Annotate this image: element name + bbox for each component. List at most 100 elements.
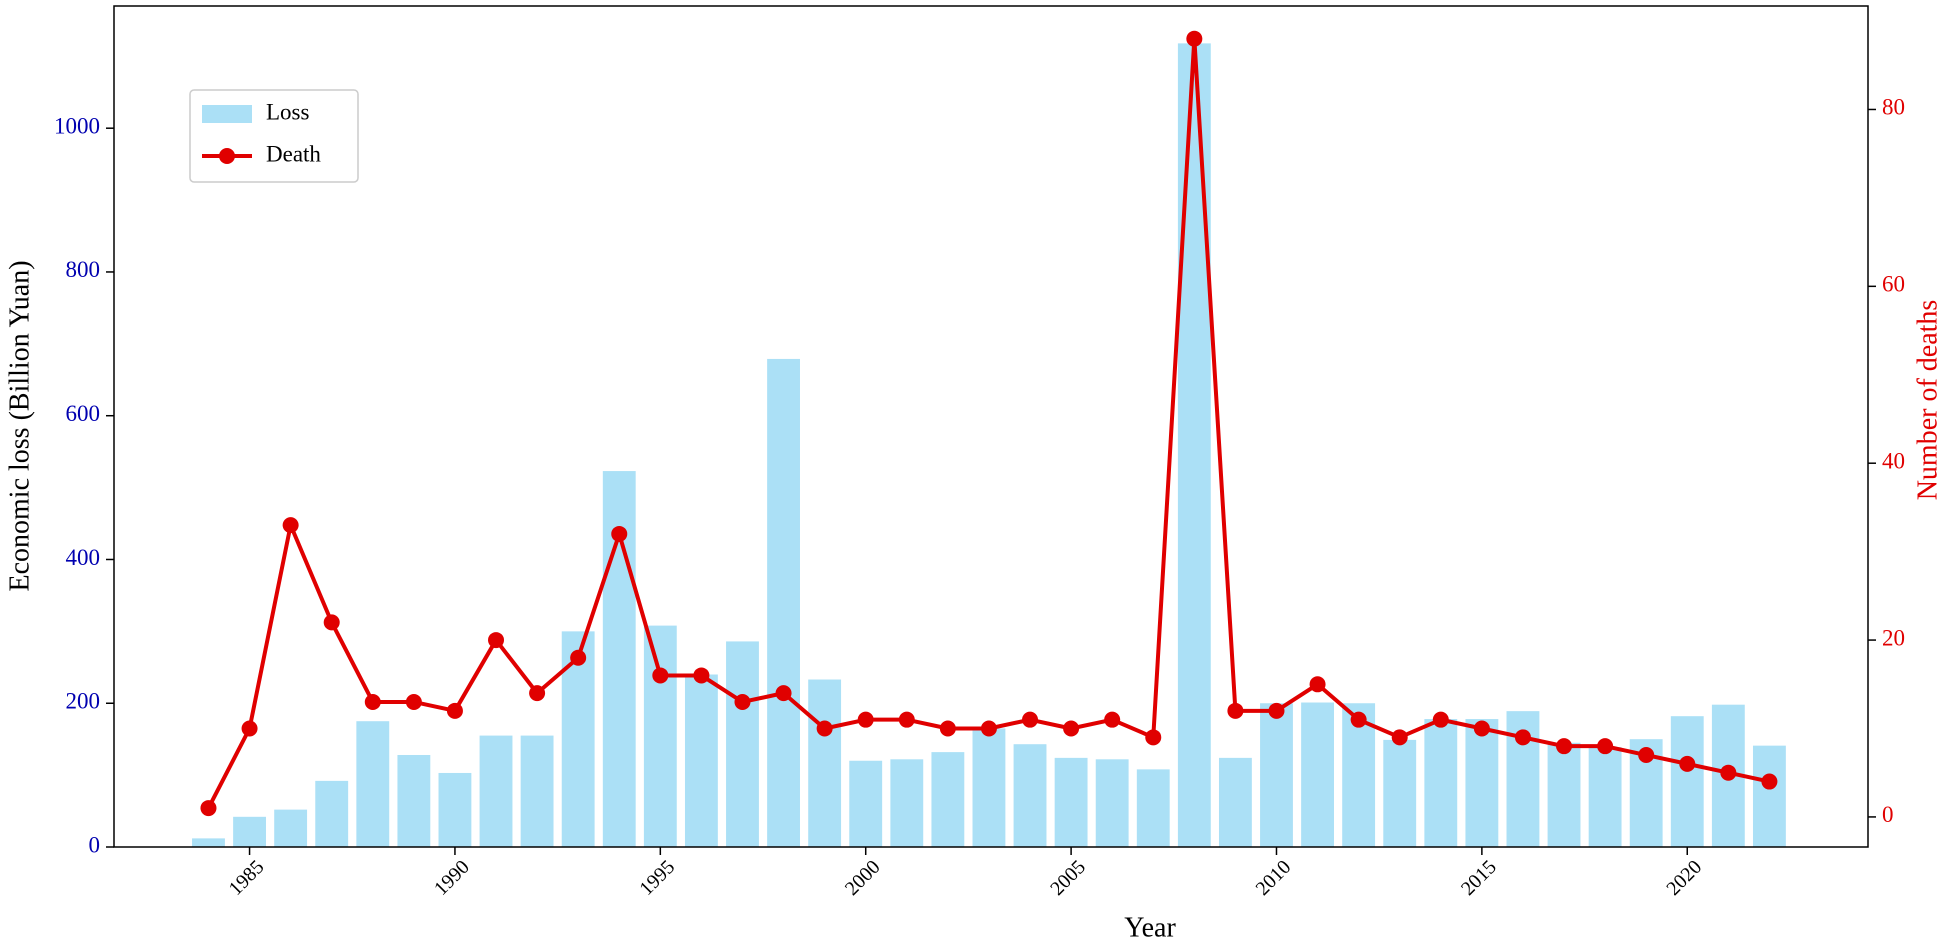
- marker: [652, 667, 669, 684]
- x-tick-label: 2010: [1252, 856, 1296, 900]
- y-tick-label: 200: [66, 689, 101, 714]
- marker: [1104, 711, 1121, 728]
- bar: [315, 780, 349, 847]
- marker: [980, 720, 997, 737]
- marker: [1309, 676, 1326, 693]
- legend-label: Loss: [266, 99, 310, 124]
- marker: [570, 649, 587, 666]
- y2-tick-label: 40: [1882, 448, 1905, 473]
- bar: [356, 721, 390, 847]
- legend-swatch: [202, 105, 252, 123]
- bar: [808, 679, 842, 847]
- marker: [816, 720, 833, 737]
- bar: [479, 735, 513, 847]
- marker: [282, 517, 299, 534]
- bar: [1588, 747, 1622, 847]
- marker: [1638, 747, 1655, 764]
- bar: [1465, 719, 1499, 847]
- bar: [1547, 742, 1581, 847]
- marker: [1679, 755, 1696, 772]
- legend-marker: [219, 148, 235, 164]
- y-axis-label: Economic loss (Billion Yuan): [4, 260, 35, 591]
- bar: [767, 358, 800, 847]
- bar: [1301, 702, 1334, 847]
- x-tick-label: 1990: [430, 856, 474, 900]
- marker: [364, 693, 381, 710]
- bar: [438, 772, 472, 847]
- y2-tick-label: 80: [1882, 95, 1905, 120]
- line: [206, 36, 1770, 810]
- x-tick-label: 2015: [1457, 856, 1501, 900]
- y-tick-label: 400: [66, 545, 101, 570]
- marker: [1186, 30, 1203, 47]
- marker: [1227, 702, 1244, 719]
- marker: [775, 685, 792, 702]
- y2-tick-label: 60: [1882, 272, 1905, 297]
- bar: [1054, 757, 1088, 847]
- marker: [405, 693, 422, 710]
- legend-label: Death: [266, 141, 321, 166]
- marker: [1268, 702, 1285, 719]
- bar: [1013, 744, 1047, 847]
- marker: [1391, 729, 1408, 746]
- marker: [1761, 773, 1778, 790]
- marker: [1556, 738, 1573, 755]
- bar: [1177, 43, 1211, 847]
- plot-frame: [113, 5, 1869, 848]
- x-axis-label: Year: [1124, 912, 1176, 943]
- bar: [397, 754, 431, 847]
- y-tick-label: 1000: [54, 113, 100, 138]
- bar: [520, 735, 554, 847]
- marker: [488, 632, 505, 649]
- bar: [972, 728, 1006, 847]
- bar: [643, 625, 677, 847]
- bar: [233, 816, 266, 847]
- marker: [1145, 729, 1162, 746]
- marker: [734, 693, 751, 710]
- x-tick-label: 2000: [841, 856, 885, 900]
- bar: [849, 760, 883, 847]
- marker: [1350, 711, 1367, 728]
- marker: [1720, 764, 1737, 781]
- x-tick-label: 2020: [1662, 856, 1706, 900]
- bar: [890, 759, 924, 847]
- y2-tick-label: 20: [1882, 625, 1905, 650]
- marker: [323, 614, 340, 631]
- x-tick-label: 1985: [225, 856, 269, 900]
- bar: [1095, 759, 1129, 847]
- bar: [192, 838, 225, 847]
- bar: [1136, 769, 1170, 847]
- marker: [857, 711, 874, 728]
- marker: [446, 702, 463, 719]
- marker: [241, 720, 258, 737]
- marker: [1432, 711, 1449, 728]
- marker: [693, 667, 710, 684]
- y2-tick-label: 0: [1882, 802, 1894, 827]
- bar: [931, 752, 965, 847]
- bar: [1218, 757, 1252, 847]
- marker: [939, 720, 956, 737]
- marker: [1514, 729, 1531, 746]
- bar: [274, 809, 308, 847]
- y-tick-label: 0: [89, 832, 101, 857]
- x-tick-label: 1995: [635, 856, 679, 900]
- marker: [1063, 720, 1080, 737]
- bar: [726, 641, 759, 847]
- bar: [1424, 719, 1458, 847]
- marker: [611, 525, 628, 542]
- x-tick-label: 2005: [1046, 856, 1090, 900]
- marker: [1022, 711, 1039, 728]
- marker: [1597, 738, 1614, 755]
- y-tick-label: 800: [66, 257, 101, 282]
- marker: [200, 800, 217, 817]
- marker: [529, 685, 546, 702]
- marker: [898, 711, 915, 728]
- bar: [1260, 703, 1293, 847]
- bar: [684, 674, 718, 847]
- y2-axis-label: Number of deaths: [1912, 300, 1943, 501]
- bar: [1752, 745, 1786, 847]
- marker: [1473, 720, 1490, 737]
- bar: [1383, 739, 1417, 847]
